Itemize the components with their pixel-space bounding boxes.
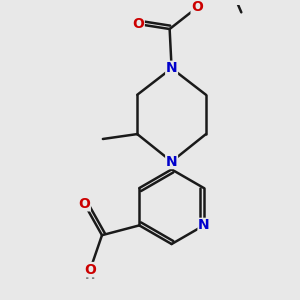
Text: N: N: [166, 61, 177, 75]
Text: O: O: [132, 17, 144, 31]
Text: O: O: [191, 0, 203, 14]
Text: N: N: [198, 218, 210, 233]
Text: O: O: [84, 262, 96, 277]
Text: N: N: [166, 154, 177, 169]
Text: O: O: [78, 197, 90, 211]
Text: H: H: [85, 269, 95, 282]
